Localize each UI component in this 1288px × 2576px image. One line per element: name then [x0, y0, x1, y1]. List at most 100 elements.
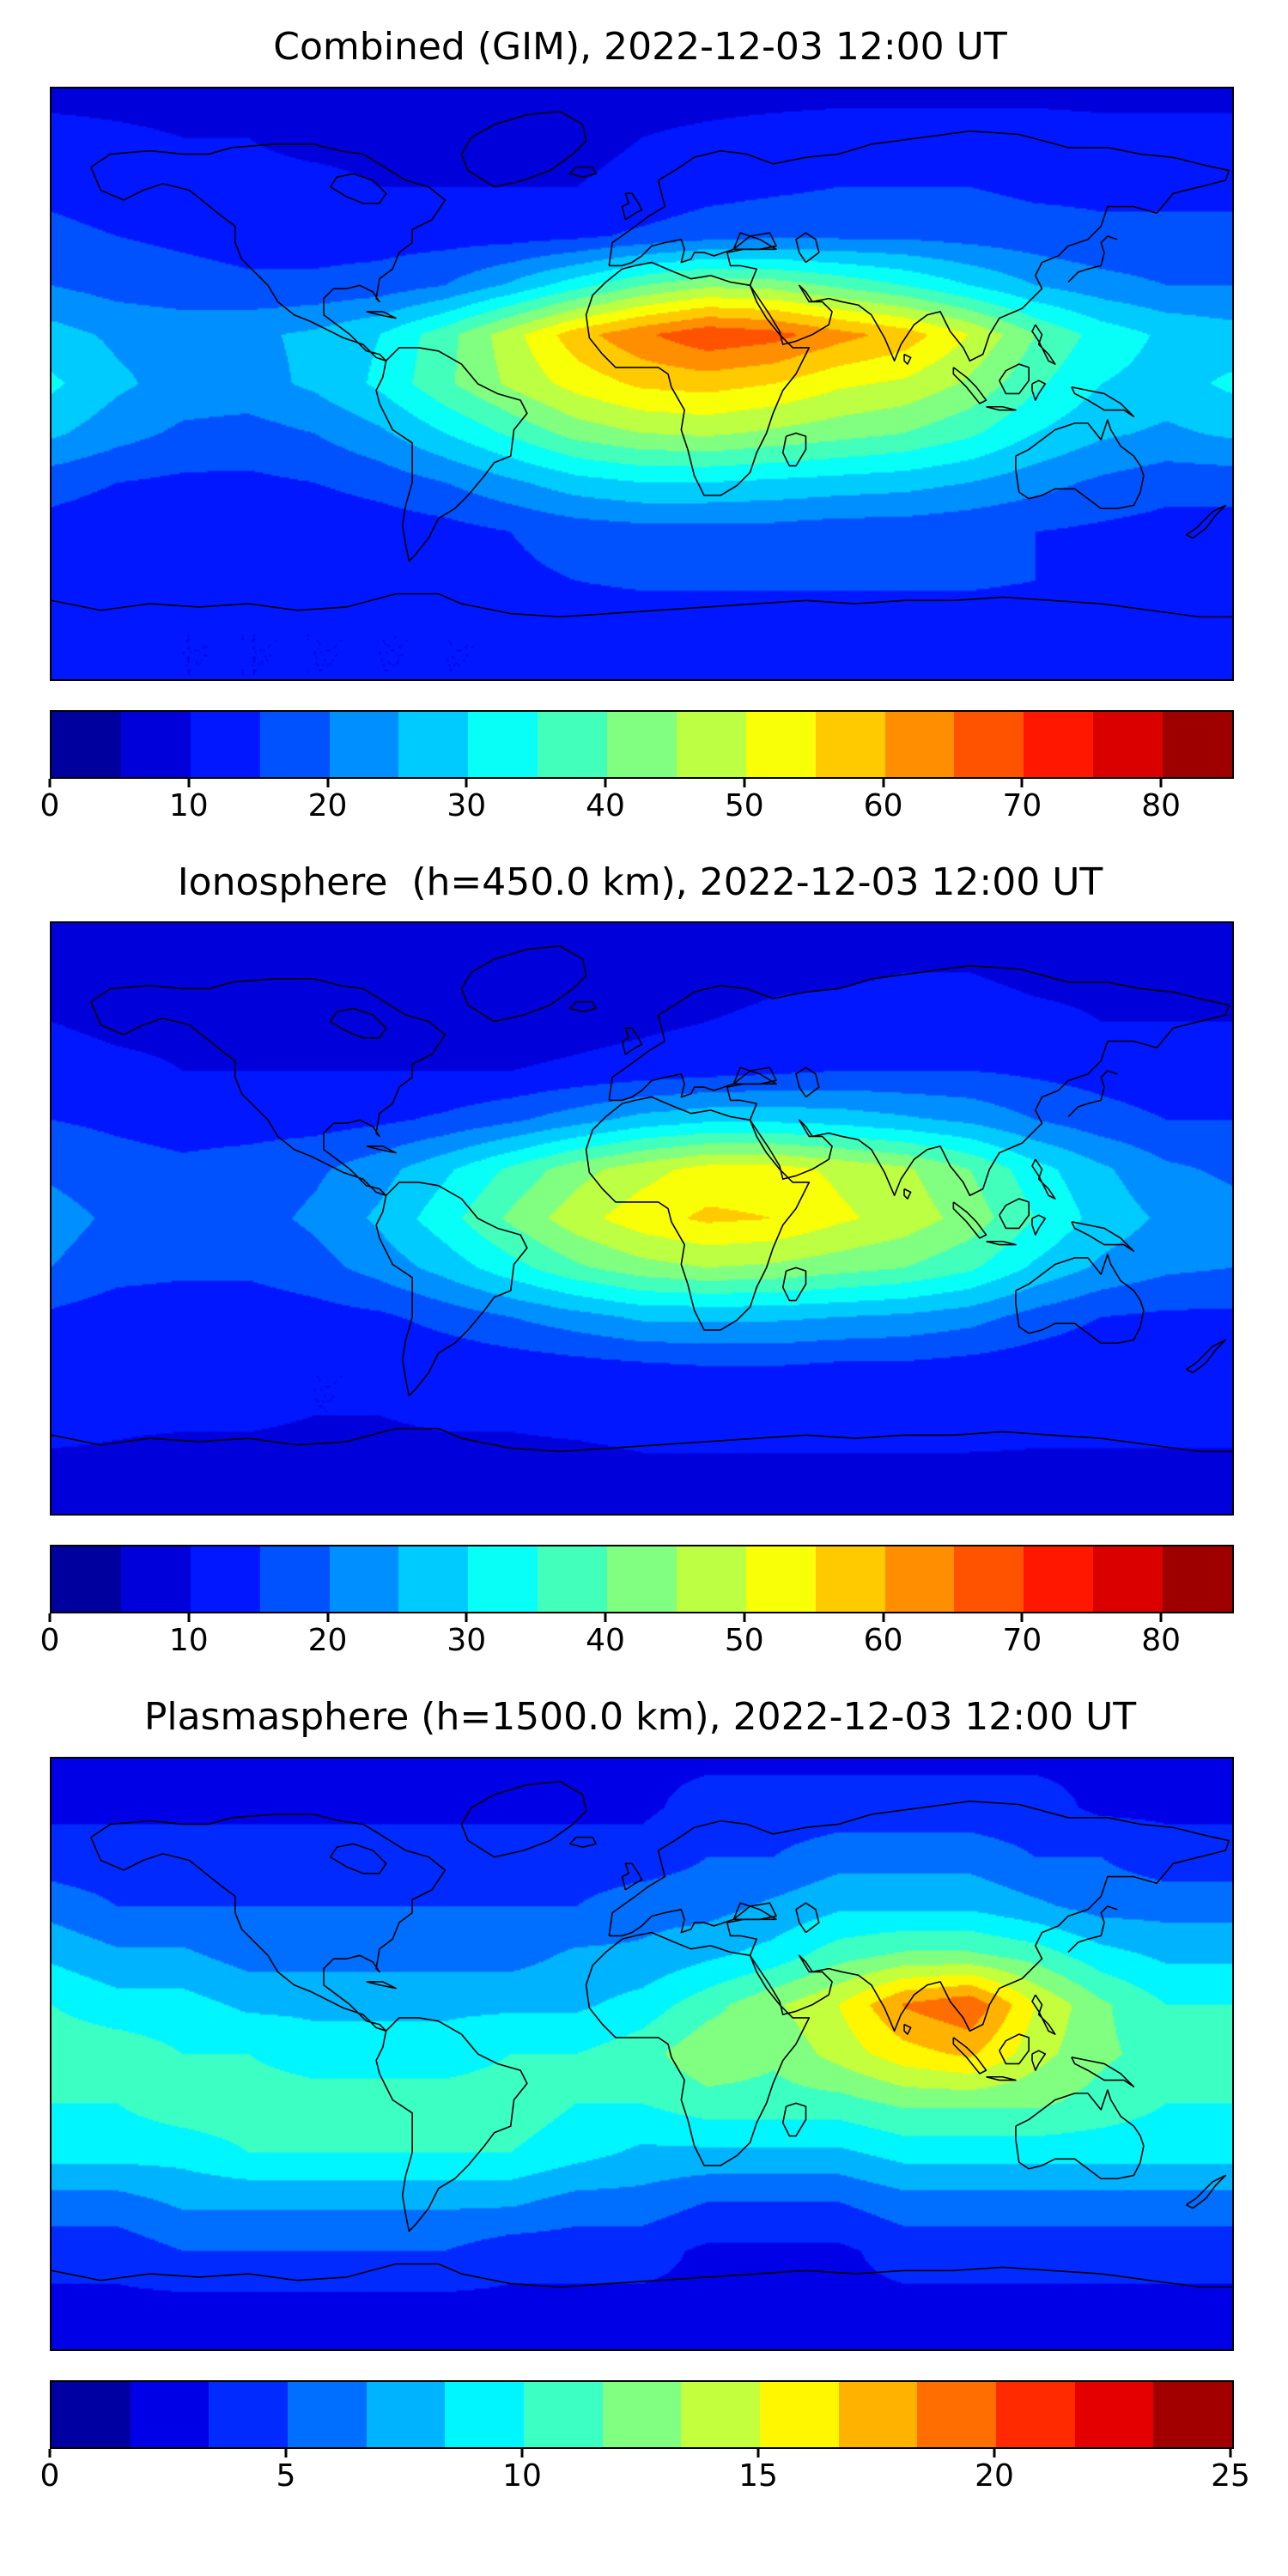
coastline-path: [1187, 1340, 1226, 1373]
colorbar-plasmasphere: [50, 2379, 1234, 2449]
coastline-path: [953, 367, 986, 403]
colorbar-tick-mark: [756, 2448, 760, 2458]
coastline-path: [1068, 236, 1117, 283]
colorbar-segment: [1163, 711, 1232, 777]
coastline-path: [569, 1002, 596, 1012]
coastline-path: [376, 1182, 527, 1395]
coastline-path: [1187, 2175, 1226, 2208]
coastline-path: [586, 262, 810, 495]
figure: Combined (GIM), 2022-12-03 12:00 UT 0 10 2…: [40, 0, 1250, 2506]
colorbar-segment: [884, 1546, 955, 1613]
colorbar-segment: [996, 2381, 1075, 2447]
colorbar-tick-mark: [326, 1613, 330, 1623]
coastline-path: [1032, 1159, 1055, 1199]
coastline-path: [461, 1782, 586, 1857]
coastline-path: [783, 433, 806, 465]
colorbar-tick-label: 25: [1211, 2458, 1250, 2494]
colorbar-segment: [815, 1546, 885, 1613]
colorbar-tick-label: 70: [1002, 787, 1042, 823]
colorbar-tick-mark: [604, 778, 607, 787]
colorbar-tick-mark: [882, 778, 885, 787]
colorbar-segment: [745, 711, 816, 777]
colorbar-tick-mark: [48, 2448, 52, 2458]
panel-plasmasphere: Plasmasphere (h=1500.0 km), 2022-12-03 1…: [40, 1670, 1250, 2506]
coastline-path: [331, 1844, 386, 1873]
coastline-path: [623, 1028, 642, 1054]
colorbar-tick-label: 15: [738, 2458, 778, 2494]
coastline-path: [586, 1932, 810, 2165]
colorbar-tick-mark: [1229, 2448, 1232, 2458]
coastline-path: [623, 1863, 642, 1890]
colorbar-tick-mark: [604, 1613, 607, 1623]
colorbar-segment: [52, 711, 121, 777]
panel-title-plasmasphere: Plasmasphere (h=1500.0 km), 2022-12-03 1…: [143, 1695, 1137, 1740]
colorbar-segment: [676, 711, 746, 777]
coastline-path: [1032, 1995, 1055, 2034]
coastline-path: [953, 1202, 986, 1238]
panel-combined: Combined (GIM), 2022-12-03 12:00 UT 0 10 2…: [40, 0, 1234, 835]
colorbar-segment: [468, 711, 538, 777]
coastline-path: [796, 1067, 819, 1097]
colorbar-tick-mark: [520, 2448, 524, 2458]
coastline-path: [783, 2103, 806, 2136]
coastline-path: [91, 979, 446, 1195]
coastline-path: [1072, 2057, 1134, 2087]
colorbar-tick-mark: [1159, 1613, 1163, 1623]
coastline-path: [1016, 2090, 1144, 2178]
colorbar-segment: [120, 711, 191, 777]
colorbar-tick-label: 10: [502, 2458, 542, 2494]
coastline-path: [999, 1199, 1029, 1228]
colorbar-segment: [917, 2381, 997, 2447]
colorbar-segment: [288, 2381, 367, 2447]
colorbar-segment: [52, 2381, 131, 2447]
colorbar-segment: [366, 2381, 446, 2447]
colorbar-segment: [130, 2381, 210, 2447]
colorbar-segment: [398, 711, 469, 777]
panel-title-combined: Combined (GIM), 2022-12-03 12:00 UT: [273, 25, 1007, 69]
colorbar-combined: [50, 709, 1234, 779]
coastline-path: [987, 406, 1016, 410]
coastline-path: [783, 1268, 806, 1301]
colorbar-tick-label: 60: [863, 1623, 903, 1659]
colorbar-tick-mark: [187, 1613, 191, 1623]
coastline-path: [1032, 1215, 1045, 1235]
colorbar-segment: [538, 711, 607, 777]
colorbar-tick-label: 40: [586, 1623, 625, 1659]
colorbar-tick-label: 20: [307, 787, 348, 823]
coastline-path: [609, 131, 1229, 361]
coastline-path: [1072, 386, 1134, 416]
coastlines-overlay: [52, 923, 1232, 1514]
tec-heatmap-canvas: [52, 88, 1232, 679]
colorbar-segment: [190, 711, 260, 777]
colorbar-ticks-plasmasphere: 0 5 10 15 20 25: [40, 2448, 1250, 2506]
colorbar-tick-mark: [326, 778, 330, 787]
coastline-path: [52, 593, 1232, 617]
coastline-path: [461, 111, 586, 186]
colorbar-segment: [1093, 711, 1163, 777]
colorbar-segment: [1024, 711, 1094, 777]
colorbar-tick-mark: [48, 778, 52, 787]
colorbar-segment: [1024, 1546, 1094, 1613]
colorbar-tick-mark: [1020, 1613, 1024, 1623]
coastline-path: [376, 2018, 527, 2231]
coastline-path: [331, 173, 386, 203]
colorbar-tick-label: 60: [863, 787, 903, 823]
coastline-path: [904, 354, 911, 363]
coastline-path: [609, 1801, 1229, 2031]
colorbar-tick-label: 80: [1141, 1623, 1182, 1659]
coastline-path: [987, 1242, 1016, 1245]
colorbar-segment: [954, 711, 1024, 777]
coastline-path: [1072, 1222, 1134, 1251]
tec-heatmap-canvas: [52, 923, 1232, 1515]
coastline-path: [733, 233, 776, 249]
colorbar-tick-mark: [465, 1613, 468, 1623]
colorbar-segment: [120, 1546, 191, 1613]
colorbar-tick-label: 30: [447, 787, 487, 823]
coastline-path: [461, 946, 586, 1022]
colorbar-segment: [681, 2381, 761, 2447]
coastline-path: [91, 1814, 446, 2031]
colorbar-tick-label: 40: [586, 787, 625, 823]
colorbar-segment: [1153, 2381, 1233, 2447]
coastline-path: [733, 1067, 776, 1084]
colorbar-tick-label: 20: [307, 1623, 348, 1659]
